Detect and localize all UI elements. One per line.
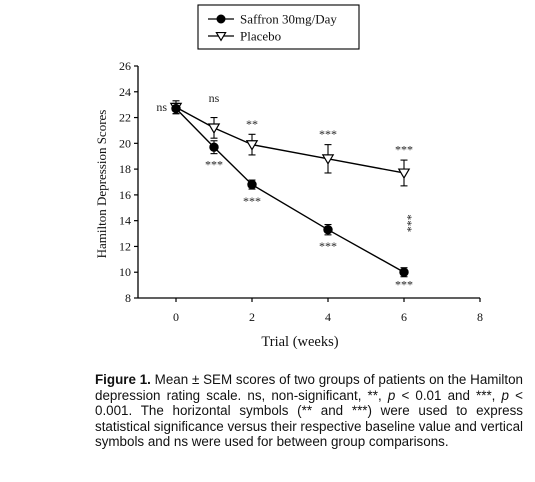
significance-annotation: *** [319,127,337,141]
data-point-marker [321,154,335,165]
data-point-marker [247,179,257,190]
legend-box [197,4,360,50]
x-axis-label: Trial (weeks) [261,334,338,350]
significance-annotation: ** [246,117,258,131]
legend-label: Placebo [240,29,281,44]
x-tick-label: 8 [477,310,483,324]
y-tick-label: 18 [119,162,131,176]
data-point-marker [215,31,227,42]
y-tick-label: 26 [119,59,131,73]
y-tick-label: 12 [119,239,131,253]
data-point-marker [245,140,259,151]
x-tick-label: 4 [325,310,331,324]
data-point-marker [323,224,333,235]
significance-annotation: *** [243,194,261,208]
caption-p-symbol: p [387,387,396,403]
legend: Saffron 30mg/Day Placebo [197,4,360,50]
data-point-marker [216,14,226,24]
y-tick-label: 10 [119,265,131,279]
x-tick-label: 2 [249,310,255,324]
caption-label: Figure 1. [95,372,151,387]
significance-annotation: *** [395,278,413,292]
y-tick-label: 24 [119,85,131,99]
significance-annotation: ns [209,91,220,105]
x-tick-label: 0 [173,310,179,324]
y-tick-label: 8 [125,291,131,305]
significance-annotation: *** [319,239,337,253]
x-tick-label: 6 [401,310,407,324]
figure: Saffron 30mg/Day Placebo 8 10 12 14 16 18 20 22 2… [94,4,483,350]
significance-annotation: ns [156,100,167,114]
significance-annotation: *** [401,214,415,232]
series-layer [169,100,411,278]
caption-text-a: Mean ± SEM scores of two groups of patie… [95,372,523,403]
caption-p-symbol: p [501,387,509,403]
series-line [175,108,405,273]
data-point-marker [397,168,411,180]
legend-label: Saffron 30mg/Day [240,12,337,27]
y-tick-label: 16 [119,188,131,202]
y-tick-label: 22 [119,111,131,125]
legend-item: Placebo [208,29,281,44]
legend-item: Saffron 30mg/Day [208,12,337,27]
caption-text-b: < 0.01 and ***, [401,387,496,403]
data-point-marker [399,267,409,277]
series-filled-circle [171,102,409,278]
figure-caption: Figure 1. Mean ± SEM scores of two group… [95,372,523,450]
significance-annotation: *** [205,158,223,172]
y-tick-label: 20 [119,136,131,150]
y-tick-label: 14 [119,214,131,228]
data-point-marker [209,142,219,152]
data-point-marker [171,103,181,114]
data-point-marker [207,123,221,134]
significance-annotation: *** [395,143,413,157]
caption-text-c: < 0.001. The horizontal symbols (** and … [95,387,523,450]
series-open-triangle-down [169,100,411,187]
y-axis-label: Hamilton Depression Scores [94,110,109,259]
